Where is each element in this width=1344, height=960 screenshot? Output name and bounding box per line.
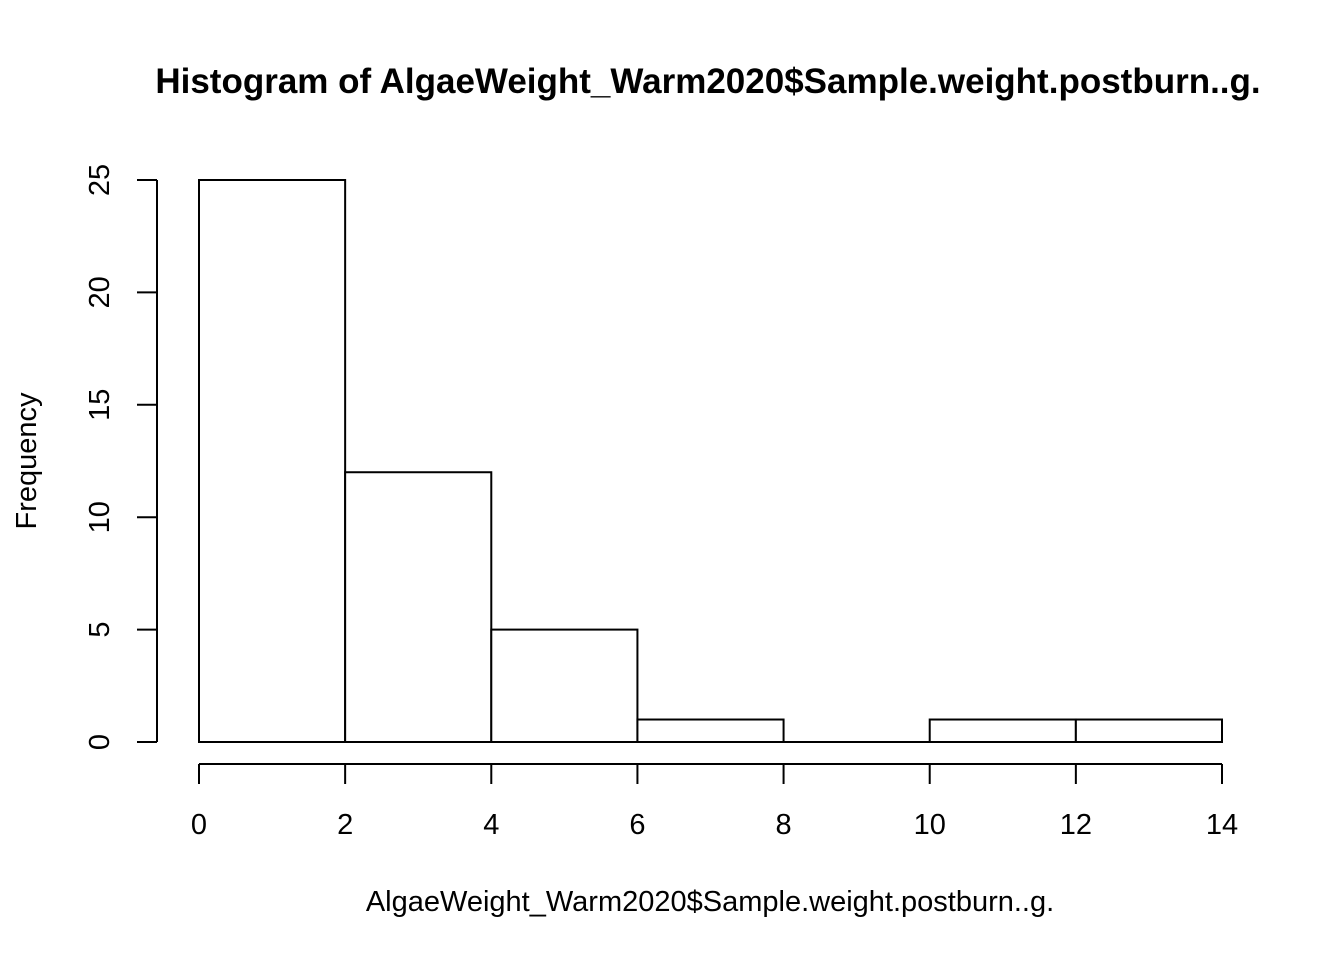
x-axis-label: AlgaeWeight_Warm2020$Sample.weight.postb… [366,886,1054,918]
y-axis: 0 5 10 15 20 25 [84,164,158,750]
x-tick-label-0: 0 [191,809,207,841]
y-tick-label-1: 5 [84,622,116,638]
x-tick-label-6: 12 [1060,809,1092,841]
x-tick-label-7: 14 [1206,809,1238,841]
chart-title: Histogram of AlgaeWeight_Warm2020$Sample… [155,62,1260,101]
x-tick-label-3: 6 [629,809,645,841]
y-tick-label-0: 0 [84,734,116,750]
x-tick-label-2: 4 [483,809,499,841]
x-tick-label-5: 10 [914,809,946,841]
y-tick-label-2: 10 [84,501,116,533]
histogram-bar-3 [636,718,785,744]
y-tick-label-3: 15 [84,389,116,421]
histogram-bar-5 [928,718,1077,744]
x-axis: 0 2 4 6 8 10 12 14 [191,763,1238,841]
histogram-bar-0 [198,179,347,743]
histogram-bar-6 [1074,718,1224,744]
histogram-bar-1 [344,471,493,743]
histogram-bars [198,179,1224,744]
y-axis-label: Frequency [11,392,43,530]
histogram-bar-2 [490,628,639,743]
y-tick-label-4: 20 [84,276,116,308]
y-tick-label-5: 25 [84,164,116,196]
x-tick-label-4: 8 [776,809,792,841]
x-tick-label-1: 2 [337,809,353,841]
